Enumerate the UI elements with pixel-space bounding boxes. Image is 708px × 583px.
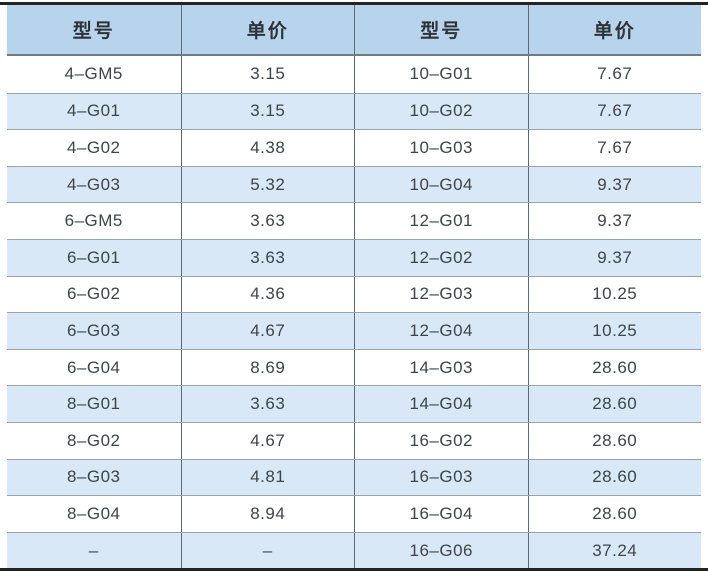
price-cell: 7.67 bbox=[527, 93, 702, 130]
model-cell: 4–G01 bbox=[66, 101, 121, 121]
price-cell: – bbox=[180, 532, 355, 569]
model-cell: 16–G06 bbox=[354, 532, 528, 569]
model-cell: 6–GM5 bbox=[64, 211, 123, 231]
table-row: 6–G03 4.67 12–G04 10.25 bbox=[7, 312, 701, 349]
price-cell: 5.32 bbox=[180, 166, 355, 203]
price-cell: 28.60 bbox=[527, 459, 702, 496]
table-row: 8–G01 3.63 14–G04 28.60 bbox=[7, 385, 701, 422]
model-cell: 16–G03 bbox=[354, 459, 528, 496]
price-cell: 10.25 bbox=[527, 313, 702, 349]
price-cell: 3.15 bbox=[180, 56, 355, 93]
price-cell: 28.60 bbox=[527, 386, 702, 422]
price-table: 型号 单价 型号 单价 4–GM5 3.15 10–G01 7.67 4–G01… bbox=[7, 5, 702, 569]
model-cell: 6–G01 bbox=[66, 247, 121, 267]
model-cell: 6–G02 bbox=[66, 284, 121, 304]
model-cell: 8–G01 bbox=[66, 394, 121, 414]
table-row: 4–G03 5.32 10–G04 9.37 bbox=[7, 165, 702, 203]
model-cell: 16–G04 bbox=[354, 496, 528, 532]
header-model-left: 型号 bbox=[72, 21, 115, 42]
bottom-rule bbox=[0, 568, 708, 572]
table-row: 6–GM5 3.63 12–G01 9.37 bbox=[7, 202, 701, 239]
price-cell: 37.24 bbox=[527, 532, 702, 569]
model-cell: 14–G03 bbox=[354, 349, 528, 386]
price-cell: 4.67 bbox=[180, 313, 355, 349]
model-cell: 6–G04 bbox=[66, 357, 121, 377]
model-cell: 12–G02 bbox=[354, 239, 528, 276]
price-cell: 28.60 bbox=[527, 496, 702, 532]
table-row: 6–G02 4.36 12–G03 10.25 bbox=[7, 275, 702, 313]
header-model-right: 型号 bbox=[354, 5, 528, 54]
price-cell: 10.25 bbox=[527, 276, 702, 313]
table-row: 4–GM5 3.15 10–G01 7.67 bbox=[7, 56, 701, 93]
model-cell: 10–G04 bbox=[354, 166, 528, 203]
model-cell: 4–G02 bbox=[66, 137, 121, 157]
header-price-right: 单价 bbox=[527, 5, 702, 54]
model-cell: 4–G03 bbox=[66, 174, 121, 194]
model-cell: 8–G03 bbox=[66, 467, 121, 487]
price-cell: 3.63 bbox=[180, 386, 355, 422]
price-cell: 4.38 bbox=[180, 130, 355, 166]
price-cell: 8.69 bbox=[180, 349, 355, 386]
price-cell: 7.67 bbox=[527, 130, 702, 166]
price-cell: 28.60 bbox=[527, 349, 702, 386]
model-cell: 12–G04 bbox=[354, 313, 528, 349]
price-cell: 8.94 bbox=[180, 496, 355, 532]
model-cell: 14–G04 bbox=[354, 386, 528, 422]
model-cell: 8–G04 bbox=[66, 503, 121, 523]
price-cell: 4.36 bbox=[180, 276, 355, 313]
price-cell: 9.37 bbox=[527, 239, 702, 276]
model-cell: 8–G02 bbox=[66, 430, 121, 450]
model-cell: 6–G03 bbox=[66, 320, 121, 340]
top-rule bbox=[0, 2, 708, 5]
header-price-left: 单价 bbox=[180, 5, 355, 54]
table-body: 4–GM5 3.15 10–G01 7.67 4–G01 3.15 10–G02… bbox=[7, 56, 702, 569]
price-cell: 4.81 bbox=[180, 459, 355, 496]
model-cell: 12–G03 bbox=[354, 276, 528, 313]
table-row: 8–G03 4.81 16–G03 28.60 bbox=[7, 458, 702, 496]
table-row: 4–G02 4.38 10–G03 7.67 bbox=[7, 129, 701, 166]
model-cell: 10–G03 bbox=[354, 130, 528, 166]
model-cell: 12–G01 bbox=[354, 203, 528, 239]
model-cell: 4–GM5 bbox=[64, 64, 123, 84]
table-row: 8–G02 4.67 16–G02 28.60 bbox=[7, 421, 702, 459]
price-cell: 3.15 bbox=[180, 93, 355, 130]
price-cell: 9.37 bbox=[527, 203, 702, 239]
table-row: 4–G01 3.15 10–G02 7.67 bbox=[7, 92, 702, 130]
model-cell: 10–G02 bbox=[354, 93, 528, 130]
model-cell: 16–G02 bbox=[354, 422, 528, 459]
model-cell: – bbox=[88, 540, 99, 560]
table-row: 6–G01 3.63 12–G02 9.37 bbox=[7, 238, 702, 276]
price-cell: 9.37 bbox=[527, 166, 702, 203]
price-cell: 28.60 bbox=[527, 422, 702, 459]
price-cell: 4.67 bbox=[180, 422, 355, 459]
table-row: 8–G04 8.94 16–G04 28.60 bbox=[7, 495, 701, 532]
model-cell: 10–G01 bbox=[354, 56, 528, 93]
price-cell: 3.63 bbox=[180, 203, 355, 239]
price-cell: 3.63 bbox=[180, 239, 355, 276]
table-row: – – 16–G06 37.24 bbox=[7, 531, 702, 569]
price-cell: 7.67 bbox=[527, 56, 702, 93]
table-row: 6–G04 8.69 14–G03 28.60 bbox=[7, 348, 702, 386]
table-header-row: 型号 单价 型号 单价 bbox=[7, 5, 701, 56]
